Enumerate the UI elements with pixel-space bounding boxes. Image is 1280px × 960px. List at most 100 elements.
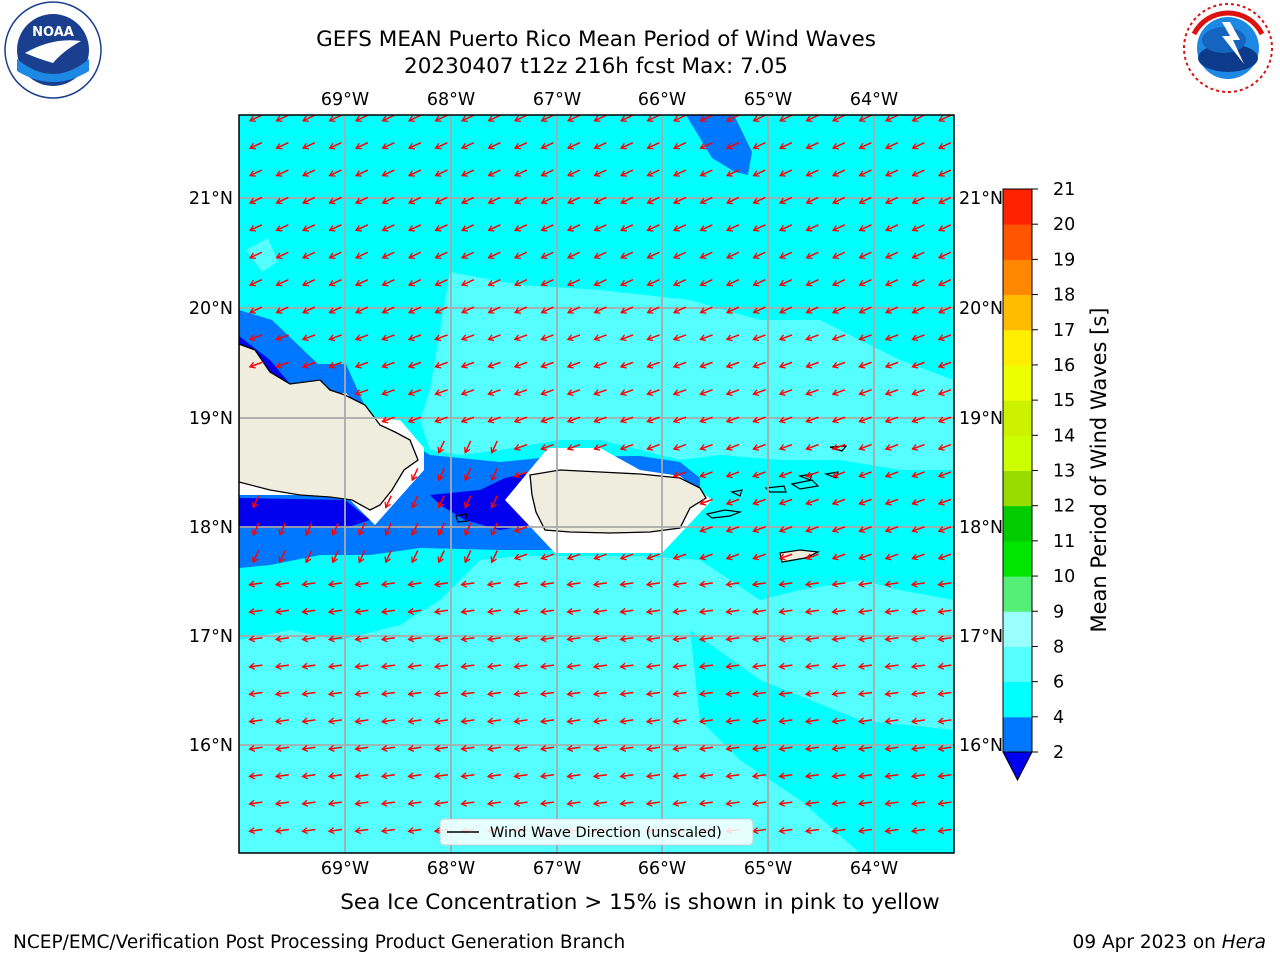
wind-wave-arrow-head bbox=[513, 690, 521, 698]
wind-wave-arrow bbox=[805, 582, 820, 586]
wind-wave-arrow bbox=[382, 141, 395, 149]
wind-wave-arrow-head bbox=[884, 662, 892, 670]
wind-wave-arrow bbox=[276, 115, 289, 122]
wind-wave-arrow-head bbox=[857, 744, 865, 752]
wind-wave-arrow-head bbox=[460, 279, 468, 287]
wind-wave-arrow-head bbox=[275, 142, 283, 150]
wind-wave-arrow-head bbox=[725, 279, 733, 287]
wind-wave-arrow bbox=[859, 251, 872, 259]
wind-wave-arrow bbox=[885, 773, 899, 778]
wind-wave-arrow-head bbox=[275, 170, 283, 177]
wind-wave-arrow bbox=[491, 467, 498, 481]
wind-wave-arrow bbox=[593, 636, 608, 641]
wind-wave-arrow bbox=[858, 609, 873, 613]
wind-wave-arrow-head bbox=[725, 361, 733, 369]
wind-wave-arrow bbox=[408, 115, 422, 122]
wind-wave-arrow bbox=[647, 251, 660, 259]
wind-wave-arrow-head bbox=[566, 580, 574, 588]
wind-wave-arrow-head bbox=[593, 307, 601, 314]
wind-wave-arrow-head bbox=[778, 170, 786, 177]
wind-wave-arrow-head bbox=[619, 553, 627, 561]
wind-wave-arrow bbox=[805, 801, 820, 805]
wind-wave-arrow bbox=[275, 828, 290, 833]
wind-wave-arrow bbox=[832, 582, 846, 586]
wind-wave-arrow-head bbox=[327, 827, 335, 835]
wind-wave-arrows bbox=[248, 115, 952, 835]
wind-wave-arrow-head bbox=[805, 197, 813, 205]
wind-wave-arrow-head bbox=[354, 799, 362, 807]
wind-wave-arrow bbox=[252, 495, 260, 508]
wind-wave-arrow bbox=[779, 664, 793, 668]
wind-wave-arrow bbox=[938, 251, 952, 259]
wind-wave-arrow-head bbox=[301, 827, 309, 835]
wind-wave-arrow-head bbox=[592, 799, 600, 807]
wind-wave-arrow bbox=[700, 553, 713, 560]
wind-wave-arrow-head bbox=[460, 252, 468, 259]
wind-wave-arrow bbox=[700, 526, 713, 532]
wind-wave-arrow bbox=[779, 746, 793, 750]
wind-wave-arrow-head bbox=[381, 252, 389, 259]
wind-wave-arrow-head bbox=[566, 717, 574, 725]
wind-wave-arrow-head bbox=[354, 197, 362, 205]
wind-wave-arrow bbox=[434, 773, 449, 778]
wind-wave-arrow bbox=[647, 416, 660, 423]
wind-wave-arrow-head bbox=[593, 142, 601, 150]
wind-wave-arrow bbox=[620, 773, 634, 778]
wind-wave-arrow-head bbox=[460, 607, 468, 615]
wind-wave-arrow bbox=[832, 719, 846, 723]
wind-wave-arrow-head bbox=[490, 474, 497, 482]
wind-wave-arrow bbox=[408, 334, 422, 341]
wind-wave-arrow bbox=[593, 664, 608, 668]
wind-wave-arrow bbox=[673, 746, 687, 750]
wind-wave-arrow-head bbox=[248, 170, 256, 177]
wind-wave-arrow-head bbox=[433, 744, 441, 752]
wind-wave-arrow bbox=[673, 553, 687, 560]
wind-wave-arrow bbox=[832, 801, 846, 805]
wind-wave-arrow bbox=[435, 416, 448, 423]
wind-wave-arrow-head bbox=[566, 361, 574, 369]
wind-wave-arrow-head bbox=[301, 607, 309, 615]
wind-wave-arrow bbox=[355, 196, 369, 204]
wind-wave-arrow bbox=[408, 278, 422, 286]
wind-wave-arrow-head bbox=[327, 799, 335, 807]
wind-wave-arrow-head bbox=[831, 142, 839, 150]
wind-wave-arrow bbox=[491, 522, 498, 536]
wind-wave-arrow-head bbox=[672, 334, 680, 342]
wind-wave-arrow-head bbox=[593, 279, 601, 287]
wind-wave-arrow-head bbox=[275, 279, 283, 287]
wind-wave-arrow-head bbox=[884, 580, 892, 588]
wind-wave-arrow bbox=[673, 801, 687, 805]
wind-wave-arrow-head bbox=[593, 252, 601, 259]
wind-wave-arrow bbox=[673, 141, 687, 149]
wind-wave-arrow-head bbox=[646, 252, 654, 259]
wind-wave-arrow bbox=[302, 278, 316, 286]
wind-wave-arrow-head bbox=[328, 307, 336, 314]
colorbar-segment bbox=[1003, 576, 1032, 612]
wind-wave-arrow bbox=[328, 746, 343, 750]
wind-wave-arrow-head bbox=[672, 607, 680, 615]
wind-wave-arrow-head bbox=[778, 662, 786, 670]
wind-wave-arrow bbox=[647, 141, 660, 149]
wind-wave-arrow-head bbox=[354, 389, 362, 396]
wind-wave-arrow bbox=[276, 251, 289, 259]
wind-wave-arrow-head bbox=[831, 607, 839, 615]
wind-wave-arrow-head bbox=[778, 279, 786, 287]
wind-wave-arrow-head bbox=[831, 444, 839, 451]
wind-wave-arrow bbox=[753, 416, 766, 423]
wind-wave-arrow-head bbox=[513, 744, 521, 752]
wind-wave-arrow bbox=[567, 691, 581, 696]
wind-wave-arrow bbox=[408, 801, 422, 805]
wind-wave-arrow bbox=[885, 443, 899, 450]
wind-wave-arrow-head bbox=[646, 142, 654, 150]
wind-wave-arrow bbox=[249, 828, 263, 833]
wind-wave-arrow bbox=[332, 522, 339, 536]
wind-wave-arrow bbox=[726, 141, 740, 149]
wind-wave-arrow-head bbox=[778, 444, 786, 451]
wind-wave-arrow bbox=[752, 801, 767, 805]
wind-wave-arrow-head bbox=[354, 580, 362, 588]
wind-wave-arrow bbox=[885, 278, 899, 286]
wind-wave-arrow bbox=[328, 691, 343, 696]
wind-wave-arrow-head bbox=[619, 772, 627, 780]
wind-wave-arrow-head bbox=[513, 553, 521, 561]
wind-wave-arrow bbox=[912, 443, 925, 450]
